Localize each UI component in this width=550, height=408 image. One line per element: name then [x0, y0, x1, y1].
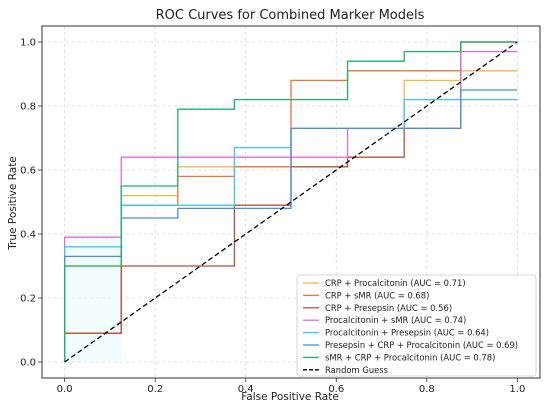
x-tick-label: 0.0	[57, 384, 73, 395]
legend-entry: CRP + Presepsin (AUC = 0.56)	[325, 303, 452, 313]
legend-entry: CRP + sMR (AUC = 0.68)	[325, 290, 429, 300]
plot-frame	[41, 25, 541, 379]
y-axis-ticks: 0.0 0.2 0.4 0.6 0.8 1.0	[20, 38, 42, 369]
legend-entry: sMR + CRP + Procalcitonin (AUC = 0.78)	[325, 352, 495, 362]
x-axis-ticks: 0.0 0.2 0.4 0.6 0.8 1.0	[57, 378, 525, 395]
legend-entry: Procalcitonin + Presepsin (AUC = 0.64)	[325, 328, 489, 338]
series-line-procalcitonin-presepsin	[63, 98, 518, 362]
x-tick-label: 0.8	[419, 384, 435, 395]
y-tick-label: 1.0	[20, 38, 36, 49]
series-line-random-guess	[64, 41, 518, 363]
y-axis-label: True Positive Rate	[7, 156, 19, 251]
x-tick-label: 1.0	[509, 384, 525, 395]
x-tick-label: 0.4	[238, 384, 254, 395]
x-tick-label: 0.2	[147, 384, 163, 395]
legend-entry: Procalcitonin + sMR (AUC = 0.74)	[325, 315, 466, 325]
legend-entry: Random Guess	[325, 365, 388, 375]
y-tick-label: 0.8	[20, 102, 36, 113]
legend-entry: CRP + Procalcitonin (AUC = 0.71)	[325, 278, 466, 288]
shaded-band	[64, 234, 122, 362]
series-line-smr-crp-procalcitonin	[63, 41, 518, 362]
legend-entry: Presepsin + CRP + Procalcitonin (AUC = 0…	[325, 340, 518, 350]
series-lines	[63, 41, 518, 363]
legend-box	[296, 274, 537, 377]
shaded-regions	[64, 234, 122, 362]
x-axis-label: False Positive Rate	[241, 391, 339, 403]
legend: CRP + Procalcitonin (AUC = 0.71) CRP + sM…	[296, 274, 537, 377]
chart-title: ROC Curves for Combined Marker Models	[156, 8, 425, 23]
y-tick-label: 0.2	[20, 294, 36, 305]
x-tick-label: 0.6	[328, 384, 344, 395]
y-tick-label: 0.6	[20, 166, 36, 177]
y-tick-label: 0.0	[20, 358, 36, 369]
y-tick-label: 0.4	[20, 230, 36, 241]
series-line-presepsin-crp-procalcitonin	[63, 89, 518, 362]
